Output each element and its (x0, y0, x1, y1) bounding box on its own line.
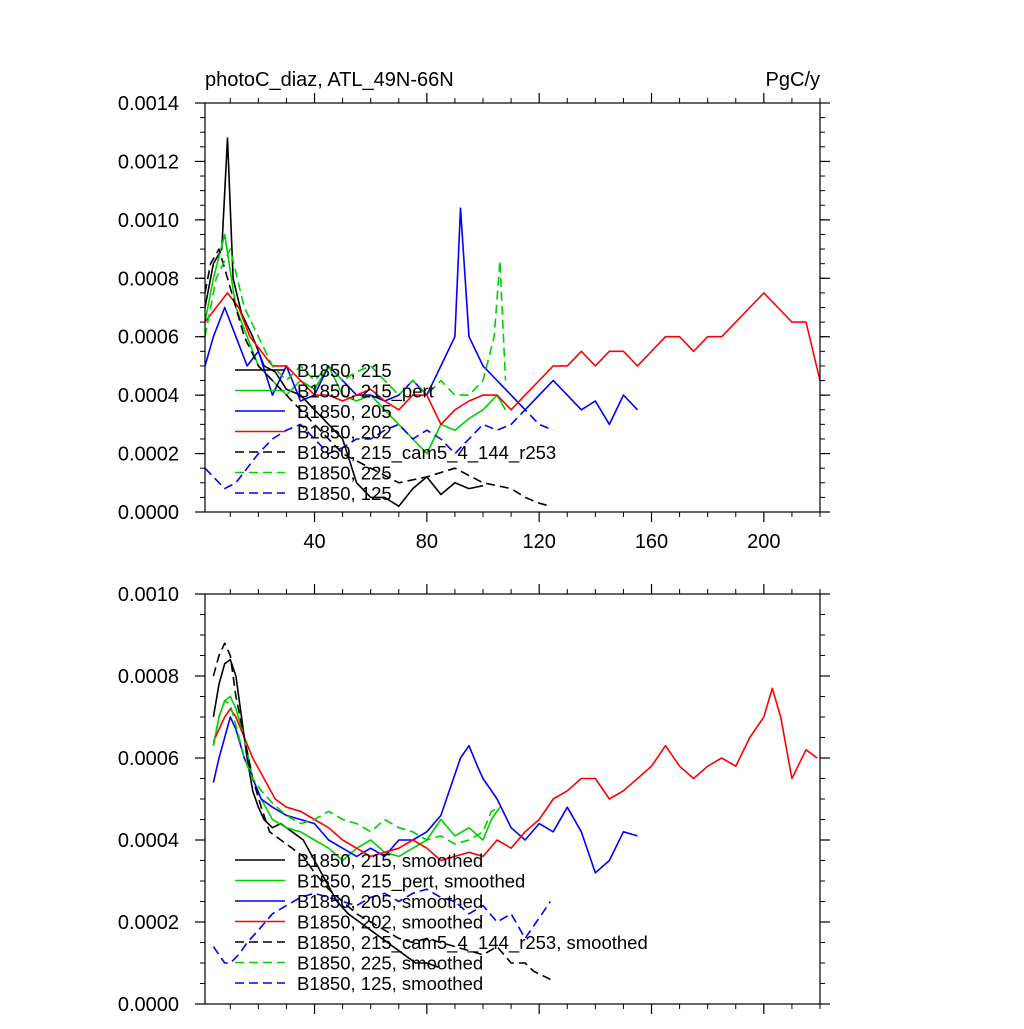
bottom-series-line-1 (212, 695, 501, 862)
top-y-tick-label: 0.0010 (118, 210, 179, 232)
bottom-series-line-0 (212, 658, 439, 968)
bottom-legend-label: B1850, 215, smoothed (297, 850, 483, 871)
bottom-series-line-5 (212, 699, 501, 845)
bottom-y-tick-label: 0.0006 (118, 748, 179, 770)
top-series-line-5 (205, 248, 507, 396)
bottom-legend-label: B1850, 215_pert, smoothed (297, 871, 525, 893)
top-x-tick-label: 120 (522, 531, 555, 553)
top-y-tick-label: 0.0014 (118, 93, 179, 115)
bottom-legend-label: B1850, 215_cam5_4_144_r253, smoothed (297, 932, 648, 954)
top-chart-title: photoC_diaz, ATL_49N-66N (205, 69, 454, 91)
top-y-tick-label: 0.0002 (118, 444, 179, 466)
top-y-tick-label: 0.0006 (118, 327, 179, 349)
bottom-legend-label: B1850, 125, smoothed (297, 973, 483, 994)
bottom-legend-label: B1850, 202, smoothed (297, 912, 483, 933)
top-series-line-0 (205, 137, 484, 508)
bottom-y-tick-label: 0.0008 (118, 666, 179, 688)
top-legend-label: B1850, 125 (297, 483, 392, 504)
bottom-series-line-6 (212, 888, 552, 964)
top-x-tick-label: 160 (635, 531, 668, 553)
top-x-tick-label: 80 (416, 531, 438, 553)
bottom-y-tick-label: 0.0010 (118, 584, 179, 606)
bottom-legend-label: B1850, 225, smoothed (297, 953, 483, 974)
top-y-tick-label: 0.0008 (118, 268, 179, 290)
bottom-legend-label: B1850, 205, smoothed (297, 891, 483, 912)
bottom-panel: 0.0000 0.0002 0.0004 0.0006 0.0008 0.0010 B185… (118, 584, 830, 1016)
top-x-tick-label: 40 (303, 531, 325, 553)
top-legend-label: B1850, 202 (297, 422, 392, 443)
bottom-series-line-3 (212, 687, 818, 862)
top-x-tick-label: 200 (747, 531, 780, 553)
bottom-y-tick-label: 0.0000 (118, 994, 179, 1016)
bottom-series-group (212, 642, 818, 981)
top-y-tick-label: 0.0004 (118, 385, 179, 407)
top-legend-label: B1850, 225 (297, 463, 392, 484)
top-legend-label: B1850, 215_cam5_4_144_r253 (297, 442, 556, 464)
top-y-tick-label: 0.0012 (118, 151, 179, 173)
top-series-line-4 (205, 248, 551, 507)
top-panel: 0.0000 0.0002 0.0004 0.0006 0.0008 0.0010 0.00… (118, 93, 830, 553)
top-series-line-6 (205, 408, 554, 490)
top-y-tick-label: 0.0000 (118, 502, 179, 524)
bottom-y-tick-label: 0.0004 (118, 830, 179, 852)
top-legend-label: B1850, 215 (297, 360, 392, 381)
bottom-series-line-4 (212, 642, 551, 981)
bottom-y-tick-label: 0.0002 (118, 912, 179, 934)
top-series-group (205, 137, 820, 508)
top-chart-units: PgC/y (766, 69, 820, 91)
top-legend-label: B1850, 205 (297, 401, 392, 422)
top-series-line-3 (205, 292, 820, 426)
top-legend-label: B1850, 215_pert (297, 381, 434, 403)
